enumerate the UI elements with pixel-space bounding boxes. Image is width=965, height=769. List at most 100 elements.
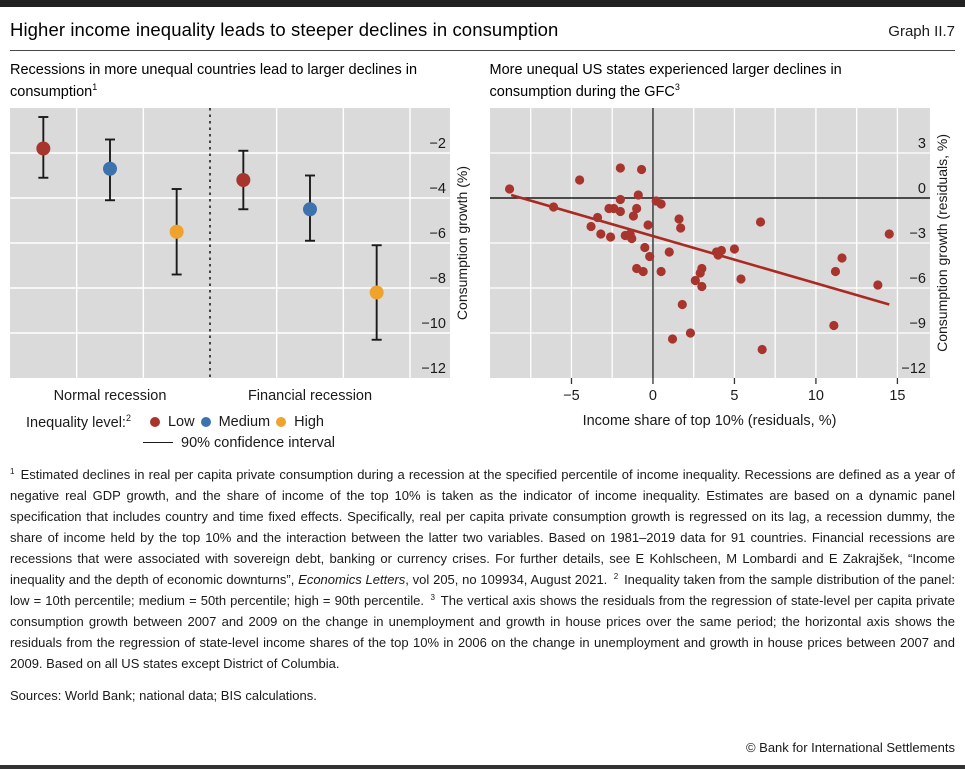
x-tick-label: 5 bbox=[730, 388, 738, 404]
regression-line bbox=[510, 193, 890, 306]
left-panel-title-text: Recessions in more unequal countries lea… bbox=[10, 62, 418, 100]
x-tick-label: −5 bbox=[563, 388, 580, 404]
legend-title-text: Inequality level: bbox=[26, 414, 126, 431]
scatter-point bbox=[667, 334, 677, 344]
legend-label: Low bbox=[167, 413, 195, 430]
footnote-text: Estimated declines in real per capita pr… bbox=[10, 466, 955, 588]
left-legend: Inequality level:2 Low Medium High 90% con… bbox=[10, 413, 450, 451]
legend-dot-medium bbox=[200, 416, 211, 427]
x-tick-label: 10 bbox=[807, 388, 823, 404]
scatter-point bbox=[677, 299, 687, 310]
scatter-point bbox=[872, 280, 882, 290]
panel-scatter: More unequal US states experienced large… bbox=[489, 61, 956, 451]
right-panel-title-text: More unequal US states experienced large… bbox=[489, 62, 842, 100]
legend-dot-low bbox=[149, 416, 160, 427]
y-tick-label: 0 bbox=[917, 181, 925, 197]
y-tick-label: −6 bbox=[429, 226, 446, 242]
scatter-point bbox=[626, 233, 636, 244]
footnotes: 1 Estimated declines in real per capita … bbox=[0, 464, 965, 674]
scatter-point bbox=[636, 164, 646, 175]
scatter-point bbox=[639, 242, 649, 253]
scatter-point bbox=[729, 244, 739, 254]
scatter-point bbox=[830, 266, 840, 277]
dot-ci-chart: −2 −4 −6 −8 −10 −12 Normal recession Financial … bbox=[10, 108, 450, 404]
right-y-axis-title-column: Consumption growth (residuals, %) bbox=[930, 108, 954, 378]
estimate-dot-medium bbox=[303, 202, 317, 217]
scatter-point bbox=[633, 190, 643, 200]
legend-label: High bbox=[294, 413, 324, 430]
y-tick-label: 3 bbox=[917, 136, 925, 152]
scatter-point bbox=[642, 220, 653, 230]
right-panel-title: More unequal US states experienced large… bbox=[490, 61, 920, 103]
estimate-dot-low bbox=[236, 173, 251, 187]
scatter-point bbox=[696, 281, 706, 292]
scatter-point bbox=[615, 163, 625, 173]
charts-area: Recessions in more unequal countries lea… bbox=[0, 51, 965, 451]
y-tick-label: −12 bbox=[901, 361, 926, 377]
scatter-point bbox=[675, 223, 685, 233]
scatter-point bbox=[664, 247, 674, 257]
scatter-point bbox=[628, 211, 638, 221]
right-panel-title-footnote-marker: 3 bbox=[674, 81, 680, 92]
journal-title: Economics Letters bbox=[298, 572, 406, 588]
scatter-point bbox=[615, 206, 625, 217]
scatter-point bbox=[548, 202, 558, 212]
footnote-text: , vol 205, no 109934, August 2021. bbox=[405, 572, 614, 588]
scatter-point bbox=[757, 344, 767, 355]
footnote-text: The vertical axis shows the residuals fr… bbox=[10, 593, 955, 672]
scatter-point bbox=[504, 184, 514, 194]
scatter-point bbox=[592, 212, 602, 223]
legend-items: Low Medium High bbox=[144, 414, 324, 430]
scatter-point bbox=[595, 229, 605, 239]
legend-dot-high bbox=[276, 416, 287, 427]
estimate-dot-high bbox=[369, 285, 384, 300]
left-panel-title: Recessions in more unequal countries lea… bbox=[10, 61, 440, 103]
scatter-point bbox=[735, 274, 746, 284]
scatter-point bbox=[574, 175, 584, 185]
estimate-dot-high bbox=[169, 224, 184, 239]
scatter-point bbox=[656, 199, 666, 209]
copyright-line: © Bank for International Settlements bbox=[745, 740, 955, 755]
y-tick-label: −2 bbox=[429, 136, 446, 152]
y-tick-label: −10 bbox=[421, 316, 446, 332]
y-tick-label: −8 bbox=[429, 271, 446, 287]
scatter-point bbox=[828, 320, 838, 331]
header-divider bbox=[10, 50, 955, 51]
y-tick-label: −6 bbox=[909, 271, 926, 287]
left-panel-title-footnote-marker: 1 bbox=[92, 81, 98, 92]
legend-item-medium: Medium bbox=[200, 413, 271, 430]
scatter-point bbox=[696, 263, 706, 274]
ci-line-swatch bbox=[143, 442, 173, 444]
scatter-point bbox=[638, 266, 648, 277]
left-y-axis-title: Consumption growth (%) bbox=[454, 165, 470, 321]
footnote-marker: 3 bbox=[430, 592, 435, 602]
left-y-axis-title-column: Consumption growth (%) bbox=[450, 108, 474, 378]
y-tick-label: −12 bbox=[421, 361, 446, 377]
legend-item-low: Low bbox=[149, 413, 195, 430]
scatter-chart: 3 0 −3 −6 −9 −12 −5 0 5 10 15 bbox=[489, 108, 930, 404]
category-label: Financial recession bbox=[248, 388, 372, 404]
legend-title-footnote-marker: 2 bbox=[125, 413, 131, 423]
page-title: Higher income inequality leads to steepe… bbox=[10, 19, 559, 40]
x-tick-label: 15 bbox=[889, 388, 905, 404]
panel-recession-ci: Recessions in more unequal countries lea… bbox=[10, 61, 476, 451]
footnote-marker: 1 bbox=[10, 466, 15, 476]
scatter-point bbox=[836, 253, 847, 263]
footnote-marker: 2 bbox=[613, 571, 619, 581]
scatter-point bbox=[585, 221, 596, 232]
legend-row-ci: 90% confidence interval bbox=[143, 435, 450, 451]
top-bar bbox=[0, 0, 965, 7]
scatter-point bbox=[884, 229, 894, 239]
ci-legend-label: 90% confidence interval bbox=[181, 434, 335, 451]
legend-item-high: High bbox=[276, 414, 324, 430]
y-tick-label: −9 bbox=[909, 316, 926, 332]
footnote-text: Inequality taken from the sample distrib… bbox=[10, 572, 956, 609]
bottom-bar bbox=[0, 765, 965, 769]
scatter-point bbox=[656, 266, 666, 277]
legend-label: Medium bbox=[218, 413, 271, 430]
x-tick-label: 0 bbox=[648, 388, 656, 404]
estimate-dot-medium bbox=[103, 161, 117, 176]
header: Higher income inequality leads to steepe… bbox=[0, 7, 965, 50]
right-x-axis-title: Income share of top 10% (residuals, %) bbox=[582, 413, 837, 429]
